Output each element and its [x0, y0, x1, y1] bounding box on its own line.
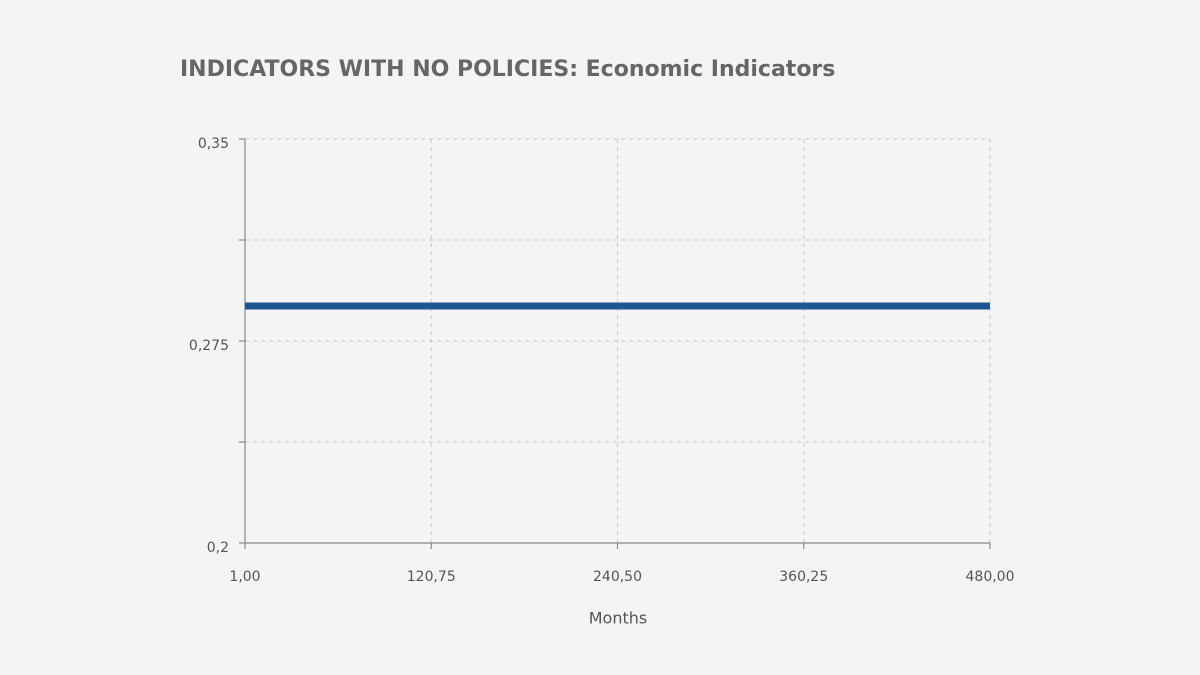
x-tick-label: 240,50 — [593, 569, 642, 585]
y-tick-label: 0,35 — [198, 136, 229, 152]
x-tick-label: 1,00 — [229, 569, 260, 585]
x-tick-label: 360,25 — [779, 569, 828, 585]
x-tick-label: 480,00 — [966, 569, 1015, 585]
x-tick-label: 120,75 — [407, 569, 456, 585]
y-tick-label: 0,275 — [189, 338, 229, 354]
y-tick-label: 0,2 — [207, 540, 229, 556]
x-axis-label: Months — [589, 609, 647, 628]
chart-title: INDICATORS WITH NO POLICIES: Economic In… — [180, 57, 835, 82]
